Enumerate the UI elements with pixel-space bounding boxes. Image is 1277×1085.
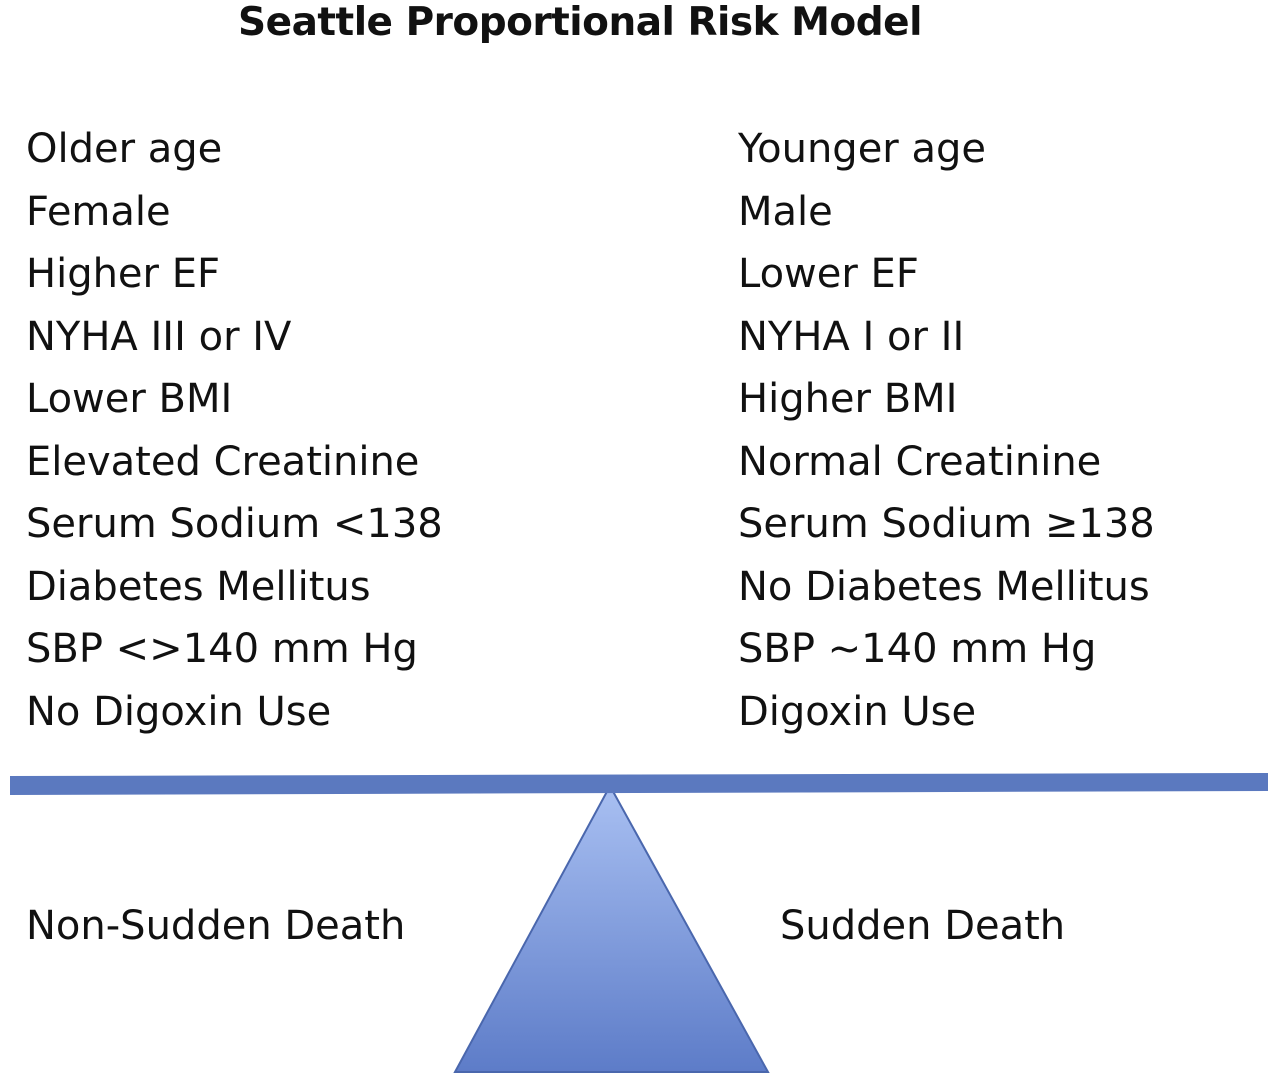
non-sudden-death-label: Non-Sudden Death bbox=[26, 903, 406, 949]
right-factor: Normal Creatinine bbox=[738, 438, 1102, 485]
left-factor: Higher EF bbox=[26, 251, 220, 297]
fulcrum-triangle bbox=[453, 783, 770, 1073]
right-factor: No Diabetes Mellitus bbox=[738, 563, 1150, 610]
diagram-title: Seattle Proportional Risk Model bbox=[238, 0, 922, 45]
right-factor: Younger age bbox=[738, 126, 986, 172]
right-factor: Lower EF bbox=[738, 251, 919, 297]
left-factor: Female bbox=[26, 188, 171, 235]
left-factor: Serum Sodium <138 bbox=[26, 501, 443, 547]
left-factor: SBP <>140 mm Hg bbox=[26, 626, 418, 672]
right-factor: NYHA I or II bbox=[738, 313, 965, 360]
left-factor: Elevated Creatinine bbox=[26, 438, 420, 485]
right-factor-list: Younger age Male Lower EF NYHA I or II H… bbox=[738, 118, 1155, 743]
left-factor: NYHA III or IV bbox=[26, 313, 292, 360]
left-factor-list: Older age Female Higher EF NYHA III or I… bbox=[26, 118, 443, 743]
left-factor: Lower BMI bbox=[26, 376, 233, 422]
balance-beam bbox=[10, 773, 1268, 795]
left-factor: Older age bbox=[26, 126, 223, 172]
sudden-death-label: Sudden Death bbox=[780, 903, 1066, 949]
right-factor: SBP ~140 mm Hg bbox=[738, 626, 1097, 672]
right-factor: Serum Sodium ≥138 bbox=[738, 501, 1155, 547]
right-factor: Higher BMI bbox=[738, 376, 958, 422]
right-factor: Male bbox=[738, 188, 833, 235]
right-factor: Digoxin Use bbox=[738, 688, 977, 735]
left-factor: Diabetes Mellitus bbox=[26, 563, 371, 610]
left-factor: No Digoxin Use bbox=[26, 688, 332, 735]
